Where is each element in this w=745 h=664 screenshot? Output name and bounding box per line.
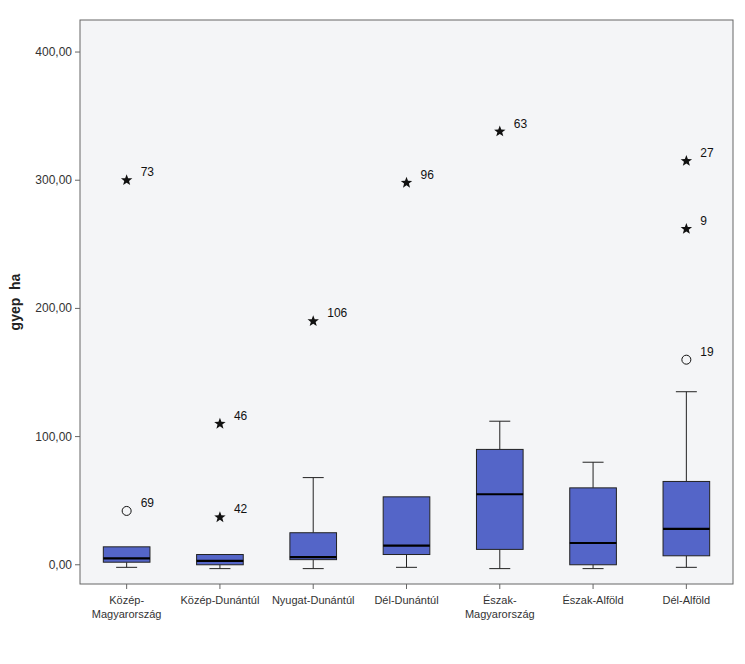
whisker-high: [313, 478, 314, 533]
whisker-cap-low: [676, 567, 697, 568]
whisker-high: [593, 462, 594, 488]
box: [383, 497, 430, 555]
outlier-circle: [122, 506, 131, 515]
x-tick-label: Közép-Dunántúl: [180, 594, 259, 606]
x-tick: [219, 584, 220, 589]
whisker-high: [686, 392, 687, 482]
outlier-label: 106: [327, 306, 347, 320]
y-tick-label: 200,00: [35, 301, 72, 315]
whisker-low: [686, 556, 687, 568]
outlier-star: [681, 155, 692, 166]
whisker-cap-low: [583, 568, 604, 569]
x-tick-label-line: Észak-: [483, 594, 517, 606]
outlier-labels: 69 19 73 46 42 106 96 63 9 27: [141, 117, 714, 517]
outlier-label: 96: [420, 168, 434, 182]
x-tick: [593, 584, 594, 589]
outlier-label: 19: [700, 345, 714, 359]
y-tick-label: 300,00: [35, 173, 72, 187]
whisker-cap-high: [303, 477, 324, 478]
x-tick-label: Észak- Magyarország: [465, 594, 535, 620]
outlier-circle: [682, 355, 691, 364]
whisker-cap-low: [116, 567, 137, 568]
x-tick-label-line: Közép-: [109, 594, 144, 606]
y-tick: [75, 564, 80, 565]
box: [103, 547, 150, 562]
whisker-low: [313, 560, 314, 569]
outlier-label: 63: [514, 117, 528, 131]
outlier-star: [121, 174, 132, 185]
median: [476, 493, 523, 495]
x-tick: [686, 584, 687, 589]
x-tick-label: Dél-Alföld: [663, 594, 711, 606]
x-tick-label: Dél-Dunántúl: [374, 594, 438, 606]
median: [197, 560, 244, 562]
x-tick-label: Észak-Alföld: [563, 594, 624, 606]
y-tick: [75, 436, 80, 437]
outlier-star: [308, 315, 319, 326]
x-tick: [126, 584, 127, 589]
whisker-low: [219, 565, 220, 569]
plot-background: [80, 20, 733, 584]
outlier-label: 69: [141, 496, 155, 510]
x-tick-label-line: Nyugat-Dunántúl: [272, 594, 355, 606]
y-tick: [75, 308, 80, 309]
box: [476, 449, 523, 549]
x-tick-label-line: Dél-Alföld: [663, 594, 711, 606]
outlier-star: [401, 177, 412, 188]
x-tick-label-line: Közép-Dunántúl: [180, 594, 259, 606]
whisker-cap-high: [583, 462, 604, 463]
x-tick-label-line: Magyarország: [92, 608, 162, 620]
outlier-label: 46: [234, 409, 248, 423]
whisker-low: [406, 555, 407, 568]
median: [383, 544, 430, 546]
whisker-cap-low: [396, 567, 417, 568]
x-tick-label-line: Dél-Dunántúl: [374, 594, 438, 606]
median: [103, 557, 150, 559]
outlier-label: 42: [234, 502, 248, 516]
whisker-low: [499, 549, 500, 568]
x-tick: [406, 584, 407, 589]
box: [290, 533, 337, 560]
y-tick-label: 400,00: [35, 45, 72, 59]
x-tick: [499, 584, 500, 589]
x-tick-label-line: Észak-Alföld: [563, 594, 624, 606]
x-tick-label: Nyugat-Dunántúl: [272, 594, 355, 606]
outlier-label: 9: [700, 214, 707, 228]
chart: 0,00 100,00 200,00 300,00 400,00 gyep ha Közép…: [0, 0, 745, 664]
plot-frame: [80, 20, 733, 584]
y-tick: [75, 180, 80, 181]
outlier-label: 73: [141, 165, 155, 179]
outlier-star: [494, 126, 505, 137]
box: [663, 481, 710, 555]
whisker-cap-low: [209, 568, 230, 569]
whisker-low: [126, 562, 127, 567]
whisker-cap-low: [489, 568, 510, 569]
box: [570, 488, 617, 565]
whisker-low: [593, 565, 594, 569]
outlier-star: [681, 223, 692, 234]
outlier-star: [214, 418, 225, 429]
y-tick: [75, 52, 80, 53]
x-tick: [313, 584, 314, 589]
median: [663, 528, 710, 530]
outlier-label: 27: [700, 146, 714, 160]
whisker-cap-high: [489, 421, 510, 422]
whisker-cap-high: [676, 391, 697, 392]
x-tick-label: Közép- Magyarország: [92, 594, 162, 620]
y-axis-label: gyep ha: [7, 273, 23, 330]
y-tick-label: 100,00: [35, 430, 72, 444]
box: [197, 555, 244, 565]
median: [290, 556, 337, 558]
median: [570, 542, 617, 544]
x-tick-label-line: Magyarország: [465, 608, 535, 620]
plot-marks: [103, 126, 709, 569]
y-tick-label: 0,00: [49, 558, 73, 572]
whisker-cap-low: [303, 568, 324, 569]
outlier-star: [214, 511, 225, 522]
whisker-high: [499, 421, 500, 449]
